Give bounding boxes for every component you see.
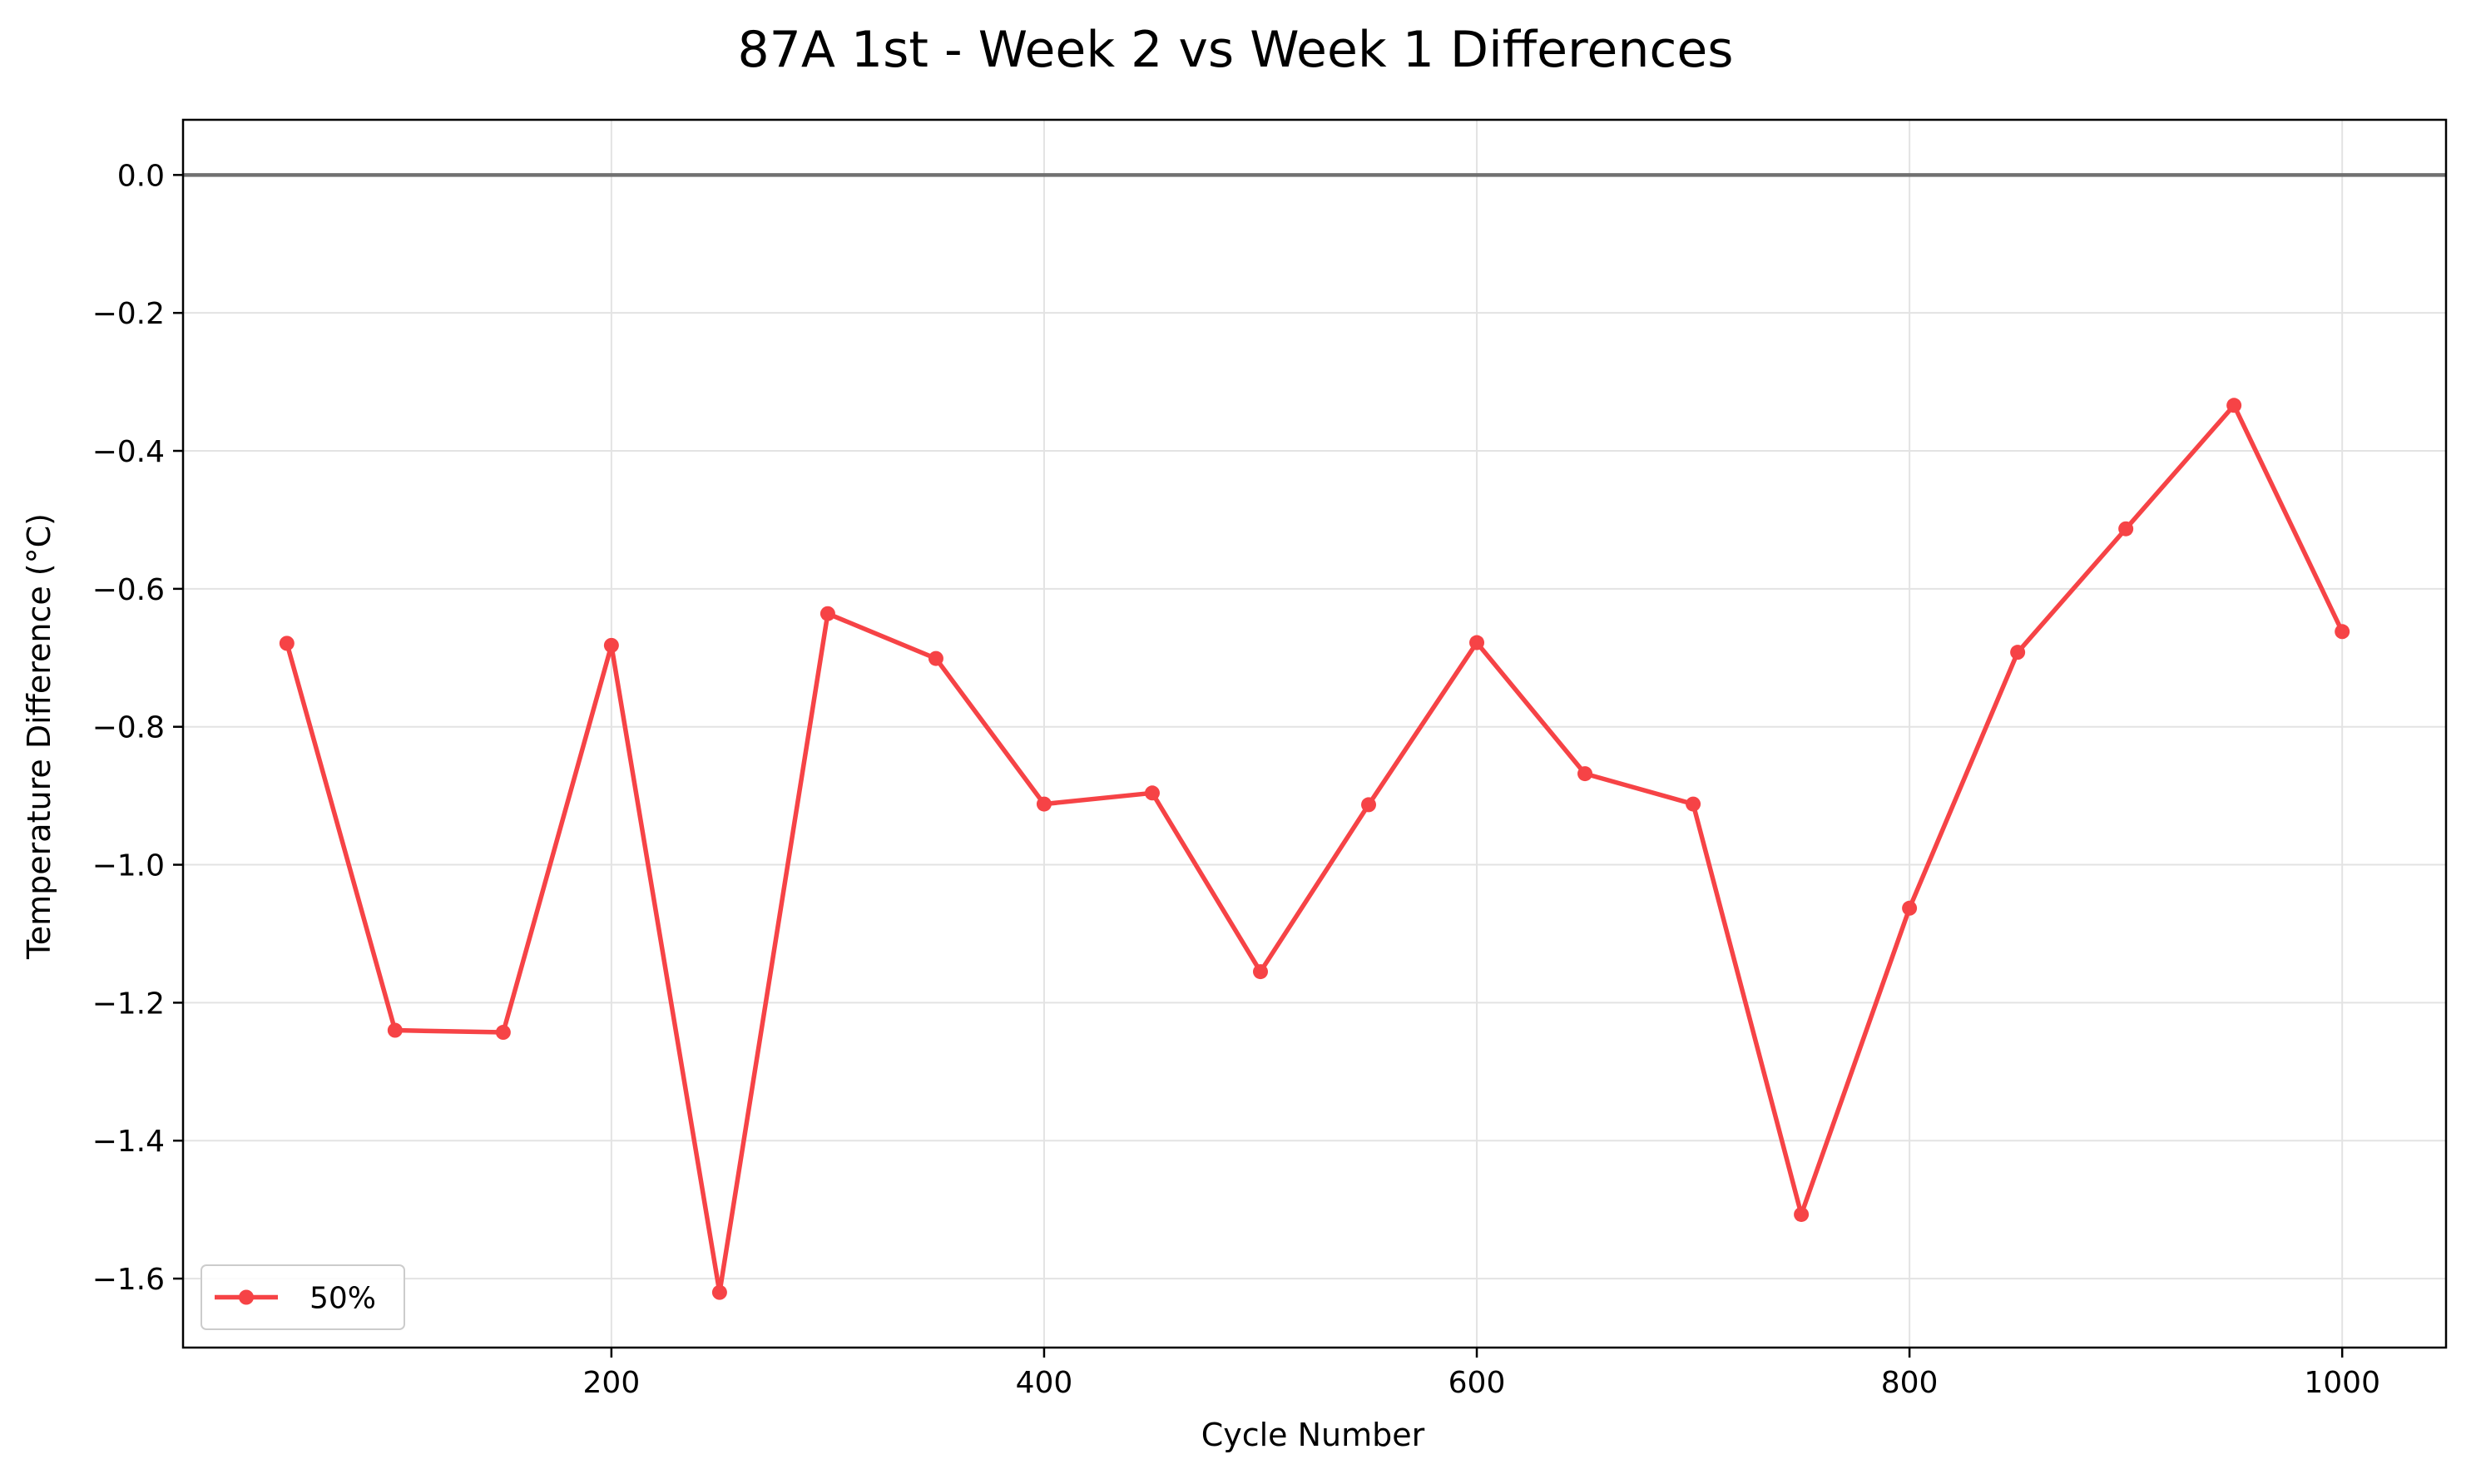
data-point <box>1144 785 1160 801</box>
y-tick-label: −1.2 <box>92 987 165 1021</box>
x-tick-label: 1000 <box>2304 1366 2380 1400</box>
y-tick-label: −0.2 <box>92 297 165 331</box>
data-point <box>2335 624 2350 640</box>
legend-marker <box>239 1289 254 1305</box>
data-point <box>387 1022 403 1038</box>
data-point <box>2010 645 2026 660</box>
data-point <box>1361 797 1377 813</box>
data-point <box>820 606 835 621</box>
series-line <box>285 403 2345 1295</box>
y-tick-label: −1.4 <box>92 1125 165 1159</box>
y-tick-label: −1.6 <box>92 1263 165 1297</box>
data-point <box>279 636 295 651</box>
plot-area-frame <box>181 118 2448 1349</box>
data-point <box>711 1284 727 1300</box>
data-point <box>1036 796 1052 812</box>
x-tick-label: 400 <box>1016 1366 1073 1400</box>
y-axis-label: Temperature Difference (°C) <box>21 513 57 960</box>
data-point <box>2118 521 2134 537</box>
data-point <box>1577 766 1593 782</box>
x-axis-label: Cycle Number <box>1201 1417 1425 1453</box>
y-tick-label: −1.0 <box>92 849 165 883</box>
data-point <box>1794 1206 1810 1222</box>
data-point <box>495 1025 511 1041</box>
data-point <box>603 637 619 653</box>
x-axis-ticks: 200 400 600 800 1000 <box>583 1348 2380 1400</box>
y-axis-ticks: 0.0 −0.2 −0.4 −0.6 −0.8 −1.0 −1.2 −1.4 −1.6 <box>92 159 183 1297</box>
legend: 50% <box>201 1264 405 1330</box>
data-point <box>1686 796 1701 812</box>
x-tick-label: 800 <box>1881 1366 1939 1400</box>
legend-box <box>201 1264 405 1330</box>
legend-label: 50% <box>309 1282 376 1316</box>
y-tick-label: −0.8 <box>92 711 165 745</box>
data-point <box>928 650 943 666</box>
series-group <box>279 398 2350 1300</box>
x-tick-label: 600 <box>1448 1366 1506 1400</box>
data-point <box>2226 398 2242 413</box>
x-tick-label: 200 <box>583 1366 641 1400</box>
data-point <box>1469 635 1485 650</box>
chart-title: 87A 1st - Week 2 vs Week 1 Differences <box>737 21 1733 79</box>
y-tick-label: −0.6 <box>92 573 165 607</box>
data-point <box>1902 900 1918 916</box>
data-point <box>1252 964 1268 980</box>
y-tick-label: −0.4 <box>92 435 165 469</box>
y-tick-label: 0.0 <box>117 159 165 193</box>
